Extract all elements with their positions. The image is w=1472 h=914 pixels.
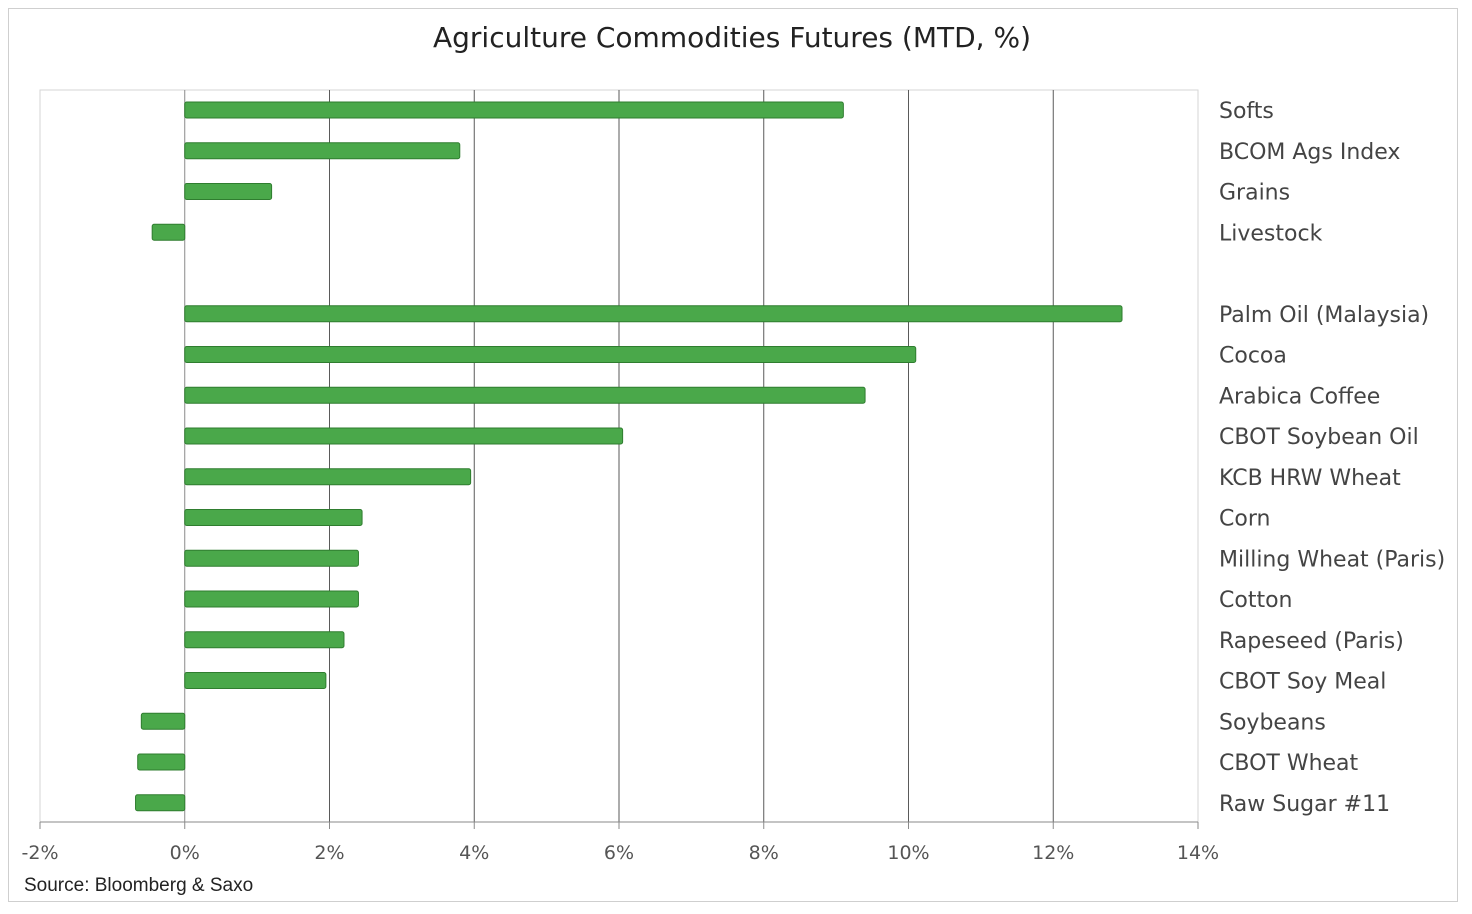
bar (184, 346, 917, 363)
category-label: Cocoa (1219, 344, 1287, 369)
bar (140, 712, 186, 730)
bar (184, 509, 363, 526)
category-label: KCB HRW Wheat (1219, 466, 1401, 491)
x-tick-label: 10% (887, 842, 929, 864)
source-note: Source: Bloomberg & Saxo (24, 875, 253, 896)
bar (151, 223, 186, 241)
category-label: CBOT Soy Meal (1219, 670, 1386, 695)
category-label: Milling Wheat (Paris) (1219, 547, 1445, 572)
bar (137, 753, 186, 771)
category-label: Rapeseed (Paris) (1219, 629, 1404, 654)
category-label: Softs (1219, 99, 1274, 124)
x-tick-label: 0% (170, 842, 200, 864)
category-label: Raw Sugar #11 (1219, 792, 1390, 817)
bar-layer (135, 101, 1123, 812)
bar (184, 590, 359, 608)
x-tick-label: 12% (1032, 842, 1074, 864)
bar (184, 101, 844, 119)
category-label: CBOT Wheat (1219, 751, 1359, 776)
x-tick-label: 2% (314, 842, 344, 864)
bar (184, 183, 273, 200)
category-labels: Softs BCOM Ags Index Grains Livestock Palm O… (1219, 99, 1445, 817)
x-tick-label: 6% (604, 842, 634, 864)
category-label: Cotton (1219, 588, 1292, 613)
category-label: Soybeans (1219, 710, 1326, 735)
category-label: Grains (1219, 181, 1290, 206)
x-tick-label: -2% (22, 842, 59, 864)
chart-title: Agriculture Commodities Futures (MTD, %) (433, 21, 1031, 54)
bar (184, 142, 461, 160)
bar (184, 305, 1123, 323)
bar (135, 794, 186, 812)
bar (184, 631, 345, 649)
axis-layer: -2% 0% 2% 4% 6% 8% 10% 12% 14% (22, 821, 1219, 864)
bar (184, 427, 624, 445)
x-tick-label: 14% (1177, 842, 1219, 864)
category-label: Palm Oil (Malaysia) (1219, 303, 1429, 328)
category-label: BCOM Ags Index (1219, 140, 1400, 165)
category-label: Arabica Coffee (1219, 384, 1380, 409)
bar (184, 386, 866, 404)
category-label: CBOT Soybean Oil (1219, 425, 1419, 450)
category-label: Corn (1219, 507, 1270, 532)
category-label: Livestock (1219, 221, 1323, 246)
x-tick-label: 4% (459, 842, 489, 864)
bar (184, 672, 327, 689)
x-tick-label: 8% (749, 842, 779, 864)
bar (184, 468, 472, 486)
bar (184, 549, 359, 567)
